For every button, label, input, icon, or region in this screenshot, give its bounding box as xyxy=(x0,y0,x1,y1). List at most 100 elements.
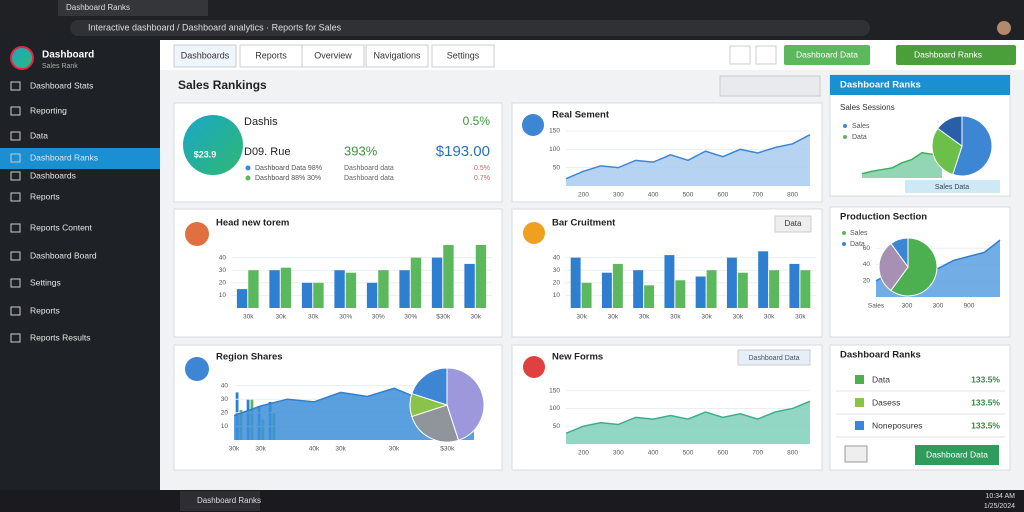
page-title: Sales Rankings xyxy=(178,78,267,92)
toolbar[interactable] xyxy=(719,75,821,97)
x-tick-label: 30k xyxy=(670,314,681,321)
green-button[interactable] xyxy=(784,45,870,65)
x-tick-label: 30k xyxy=(639,314,650,321)
bar xyxy=(758,251,769,308)
card-title: Real Sement xyxy=(552,110,610,121)
y-tick-label: 20 xyxy=(221,410,229,417)
nav-tab[interactable] xyxy=(301,44,365,68)
tab[interactable] xyxy=(58,0,208,16)
green-button[interactable] xyxy=(915,445,999,465)
area xyxy=(566,401,810,444)
bar xyxy=(769,270,780,308)
legend-dot xyxy=(842,242,846,246)
y-tick-label: 30 xyxy=(553,267,561,274)
line xyxy=(565,134,811,180)
icon-button[interactable] xyxy=(729,45,751,65)
nav-tab[interactable] xyxy=(173,44,237,68)
y-tick-label: 30 xyxy=(221,396,229,403)
label: $193.00 xyxy=(436,143,490,160)
y-tick-label: 40 xyxy=(553,254,561,261)
pie-slice xyxy=(878,242,909,292)
y-tick-label: 100 xyxy=(549,405,560,412)
nav-tab[interactable] xyxy=(365,44,429,68)
row-label: Dasess xyxy=(872,397,900,407)
nav-tab[interactable] xyxy=(431,44,495,68)
bar xyxy=(726,257,737,308)
pie-slice xyxy=(890,237,938,297)
card-title: Bar Cruitment xyxy=(552,218,616,229)
x-tick-label: 200 xyxy=(578,450,589,457)
x-tick-label: 30k xyxy=(335,446,346,453)
pie-slice xyxy=(446,367,485,441)
icon-button[interactable] xyxy=(844,445,868,463)
active-item[interactable] xyxy=(0,148,160,169)
bar xyxy=(464,263,475,308)
logo xyxy=(10,46,34,70)
x-tick-label: 600 xyxy=(717,450,728,457)
y-tick-label: 20 xyxy=(863,277,871,284)
card-title: Head new torem xyxy=(216,218,289,229)
nav-tab-label: Settings xyxy=(447,50,480,60)
icon-button[interactable] xyxy=(755,45,777,65)
label: D09. Rue xyxy=(244,146,290,158)
sidebar xyxy=(0,40,160,490)
card-title: Dashboard Ranks xyxy=(840,80,921,91)
nav-tab-label: Dashboards xyxy=(181,50,230,60)
card-button[interactable] xyxy=(774,215,812,233)
x-tick-label: Sales xyxy=(868,303,885,310)
button-label: Dashboard Data xyxy=(749,355,800,362)
label: Dashboard Data 98% xyxy=(255,165,322,172)
x-tick-label: 300 xyxy=(613,192,624,199)
label: Interactive dashboard / Dashboard analyt… xyxy=(88,22,342,32)
pie-slice xyxy=(931,127,963,176)
y-tick-label: 150 xyxy=(549,128,560,135)
green-button[interactable] xyxy=(896,45,1016,65)
y-tick-label: 40 xyxy=(863,261,871,268)
bar xyxy=(443,245,454,308)
label: Dashboard data xyxy=(344,165,394,172)
bar xyxy=(475,245,487,308)
x-tick-label: 30k xyxy=(229,446,240,453)
avatar[interactable] xyxy=(997,21,1011,35)
pie-slice xyxy=(890,237,909,269)
bar xyxy=(581,282,592,308)
x-tick-label: 800 xyxy=(787,450,798,457)
line xyxy=(565,400,811,435)
bar xyxy=(570,257,581,308)
y-tick-label: 20 xyxy=(553,280,561,287)
menu-icon xyxy=(10,192,21,202)
x-tick-label: 40k xyxy=(309,446,320,453)
x-tick-label: 300 xyxy=(933,303,944,310)
taskbar-window[interactable] xyxy=(180,491,260,511)
bar xyxy=(410,257,422,308)
panel-button[interactable] xyxy=(905,180,1000,193)
label: 0.5% xyxy=(474,165,490,172)
y-tick-label: 30 xyxy=(219,267,227,274)
row-value: 133.5% xyxy=(971,397,1000,407)
menu-item: Reports Content xyxy=(30,222,93,232)
x-tick-label: 400 xyxy=(648,450,659,457)
label: Dashboard Ranks xyxy=(197,496,261,505)
card-button[interactable] xyxy=(737,349,811,366)
row-value: 133.5% xyxy=(971,420,1000,430)
address-bar[interactable] xyxy=(70,20,870,36)
legend-dot xyxy=(842,231,846,235)
bar xyxy=(399,270,410,308)
row-label: Data xyxy=(872,374,890,384)
menu-icon xyxy=(10,223,21,233)
bar xyxy=(633,270,644,308)
card-title: Production Section xyxy=(840,212,927,223)
bar xyxy=(800,270,811,308)
card-icon xyxy=(185,357,209,381)
y-tick-label: 20 xyxy=(219,280,227,287)
bar xyxy=(737,272,748,308)
kpi-icon xyxy=(183,115,243,175)
menu-icon xyxy=(10,171,21,181)
row-icon xyxy=(855,398,864,407)
card-title: New Forms xyxy=(552,352,603,363)
bar xyxy=(675,280,686,308)
menu-icon xyxy=(10,106,21,116)
bar xyxy=(612,263,623,308)
bar xyxy=(789,263,800,308)
